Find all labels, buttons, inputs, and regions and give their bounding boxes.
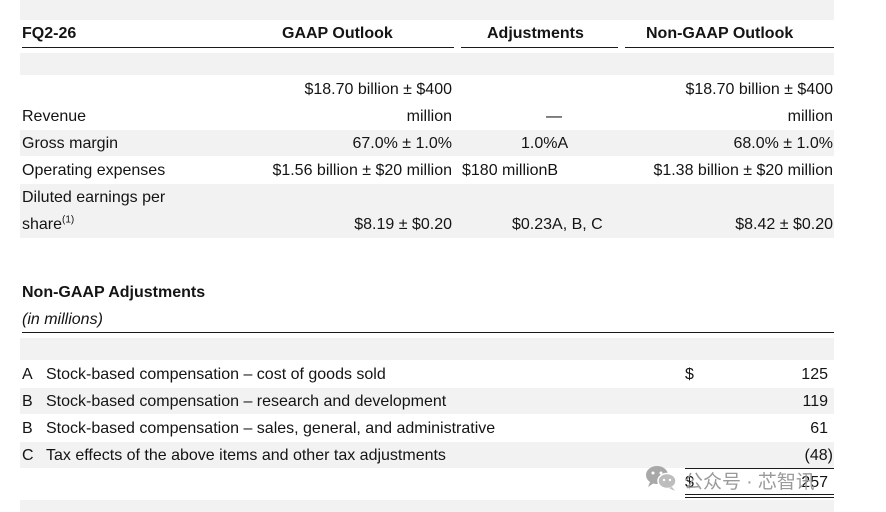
adjustment-code: B <box>22 393 33 410</box>
operating-expenses-label: Operating expenses <box>22 162 166 179</box>
gross-margin-label: Gross margin <box>22 135 119 152</box>
revenue-non-gaap-line1: $18.70 billion ± $400 <box>685 81 833 98</box>
adjustment-code: A <box>22 366 33 383</box>
gaap-outlook-header: GAAP Outlook <box>282 25 393 42</box>
adjustment-description: Stock-based compensation – research and … <box>46 393 447 410</box>
operating-expenses-gaap: $1.56 billion ± $20 million <box>272 162 452 179</box>
wechat-icon <box>644 463 678 493</box>
revenue-non-gaap-line2: million <box>787 108 833 125</box>
eps-label-line2: share(1) <box>22 214 75 234</box>
gross-margin-adjustment: 1.0%A <box>521 135 569 152</box>
header-rule-adjustments <box>461 47 618 48</box>
adjustment-value: (48) <box>804 447 833 464</box>
gross-margin-band <box>20 130 834 156</box>
header-rule-gaap <box>22 47 454 48</box>
period-header: FQ2-26 <box>22 25 77 42</box>
operating-expenses-adjustment: $180 millionB <box>462 162 559 179</box>
adjustment-value: 119 <box>802 393 828 410</box>
adjustment-description: Tax effects of the above items and other… <box>46 447 446 464</box>
eps-band <box>20 184 834 238</box>
adjustments-section-title: Non-GAAP Adjustments <box>22 284 206 301</box>
revenue-label: Revenue <box>22 108 87 125</box>
revenue-adjustment: — <box>546 108 562 125</box>
eps-non-gaap: $8.42 ± $0.20 <box>735 216 833 233</box>
revenue-gaap-line1: $18.70 billion ± $400 <box>304 81 452 98</box>
adjustment-row-band <box>20 442 834 468</box>
adjustment-code: B <box>22 420 33 437</box>
eps-label-share: share <box>22 216 63 233</box>
watermark: 公众号 · 芯智讯 <box>644 461 864 495</box>
gross-margin-gaap: 67.0% ± 1.0% <box>352 135 452 152</box>
adjustments-spacer-band <box>20 338 834 360</box>
adjustments-total-value: 257 <box>801 474 828 491</box>
revenue-gaap-line2: million <box>406 108 452 125</box>
spacer-band <box>20 53 834 75</box>
total-double-rule-top <box>685 494 834 495</box>
watermark-text: 公众号 · 芯智讯 <box>684 472 815 493</box>
header-rule-non-gaap <box>625 47 834 48</box>
table-bottom-band <box>20 500 834 512</box>
non-gaap-outlook-header: Non-GAAP Outlook <box>646 25 794 42</box>
adjustments-header: Adjustments <box>487 25 584 42</box>
total-double-rule-bottom <box>685 497 834 498</box>
adjustment-code: C <box>22 447 34 464</box>
eps-adjustment: $0.23A, B, C <box>512 216 603 233</box>
eps-gaap: $8.19 ± $0.20 <box>354 216 452 233</box>
operating-expenses-non-gaap: $1.38 billion ± $20 million <box>653 162 833 179</box>
currency-symbol: $ <box>685 366 694 383</box>
adjustments-section-subtitle: (in millions) <box>22 311 103 328</box>
adjustment-value: 61 <box>810 420 828 437</box>
adjustment-description: Stock-based compensation – sales, genera… <box>46 420 496 437</box>
total-currency-symbol: $ <box>685 474 694 491</box>
eps-label-line1: Diluted earnings per <box>22 189 166 206</box>
adjustment-value: 125 <box>801 366 828 383</box>
adjustment-description: Stock-based compensation – cost of goods… <box>46 366 386 383</box>
table-top-band <box>20 0 834 20</box>
adjustment-row-band <box>20 388 834 414</box>
adjustments-header-rule <box>22 332 834 333</box>
gross-margin-non-gaap: 68.0% ± 1.0% <box>733 135 833 152</box>
eps-footnote-marker: (1) <box>62 214 75 226</box>
total-top-rule <box>685 468 834 469</box>
